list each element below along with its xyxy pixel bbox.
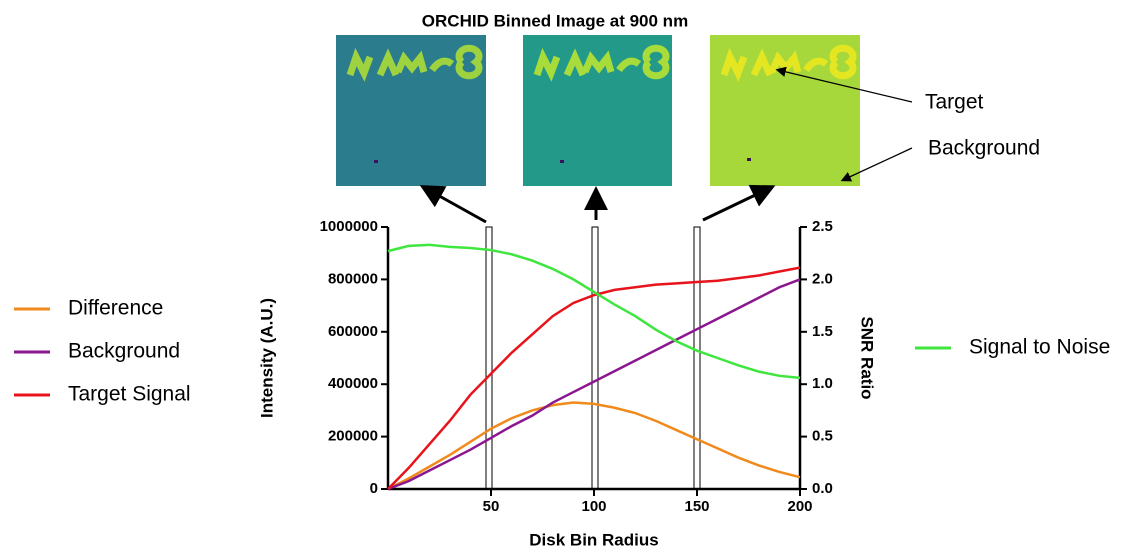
legend-label: Signal to Noise bbox=[969, 336, 1110, 359]
y-axis-label: Intensity (A.U.) bbox=[257, 298, 276, 418]
y-tick-label: 800000 bbox=[328, 270, 378, 287]
annotation: Background bbox=[928, 137, 1040, 160]
y2-tick-label: 0.0 bbox=[812, 480, 833, 497]
legend-label: Background bbox=[68, 340, 180, 363]
y-tick-label: 1000000 bbox=[320, 218, 378, 235]
x-tick-label: 100 bbox=[581, 498, 606, 515]
series-line bbox=[387, 401, 801, 491]
x-axis-label: Disk Bin Radius bbox=[529, 530, 658, 549]
series-line bbox=[387, 278, 801, 491]
image-text bbox=[346, 44, 483, 82]
y2-tick-label: 0.5 bbox=[812, 428, 833, 445]
bin-boxes bbox=[485, 226, 701, 490]
y2-axis-label: SNR Ratio bbox=[858, 316, 877, 399]
arrows bbox=[419, 184, 776, 224]
y2-tick-label: 2.0 bbox=[812, 270, 833, 287]
series-line bbox=[387, 266, 801, 490]
y2-tick-label: 2.5 bbox=[812, 218, 833, 235]
image-text bbox=[533, 44, 670, 82]
x-tick-label: 50 bbox=[483, 498, 500, 515]
y-tick-label: 0 bbox=[370, 480, 378, 497]
series-line bbox=[387, 243, 801, 380]
y-tick-label: 600000 bbox=[328, 323, 378, 340]
legend-label: Difference bbox=[68, 297, 163, 320]
legend-label: Target Signal bbox=[68, 383, 191, 406]
y-tick-label: 200000 bbox=[328, 428, 378, 445]
chart-title: ORCHID Binned Image at 900 nm bbox=[422, 11, 688, 30]
x-tick-label: 200 bbox=[787, 498, 812, 515]
images bbox=[336, 35, 860, 186]
y2-tick-label: 1.5 bbox=[812, 323, 833, 340]
x-tick-label: 150 bbox=[684, 498, 709, 515]
y2-tick-label: 1.0 bbox=[812, 375, 833, 392]
annotation: Target bbox=[925, 91, 984, 114]
y-tick-label: 400000 bbox=[328, 375, 378, 392]
arrows bbox=[775, 66, 913, 182]
